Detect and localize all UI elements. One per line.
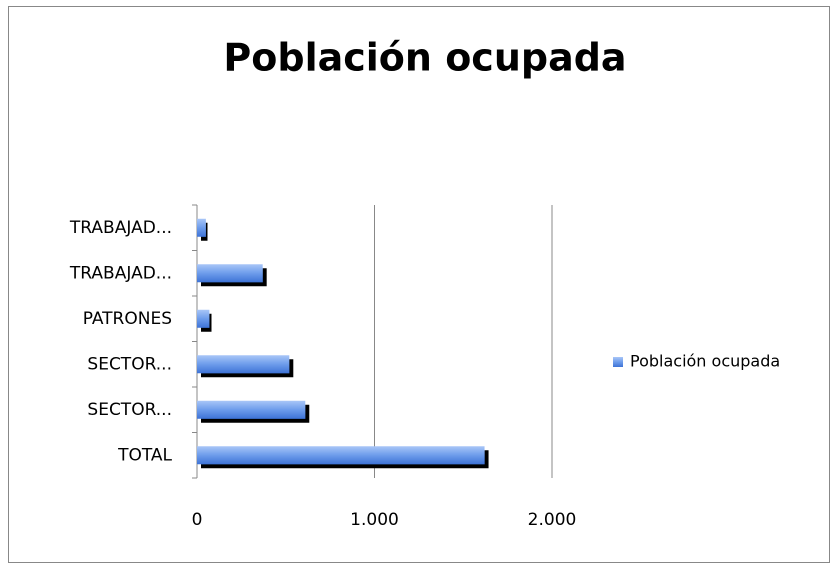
bar — [197, 264, 263, 283]
y-tick-label: SECTOR... — [87, 354, 172, 374]
legend-swatch — [613, 357, 623, 367]
bar — [197, 446, 485, 465]
bar — [197, 400, 306, 419]
x-tick-label: 1.000 — [350, 510, 399, 530]
bar — [197, 355, 290, 374]
x-tick-label: 0 — [192, 510, 203, 530]
chart-frame — [8, 6, 830, 563]
bar — [197, 309, 210, 328]
y-tick-label: TRABAJAD... — [69, 263, 172, 283]
legend-label: Población ocupada — [630, 352, 780, 371]
y-tick-label: SECTOR... — [87, 400, 172, 420]
y-tick-label: TOTAL — [117, 445, 172, 465]
y-tick-label: PATRONES — [83, 309, 172, 329]
bar — [197, 218, 206, 237]
chart-title: Población ocupada — [223, 36, 626, 80]
y-tick-label: TRABAJAD... — [69, 218, 172, 238]
x-tick-label: 2.000 — [528, 510, 577, 530]
